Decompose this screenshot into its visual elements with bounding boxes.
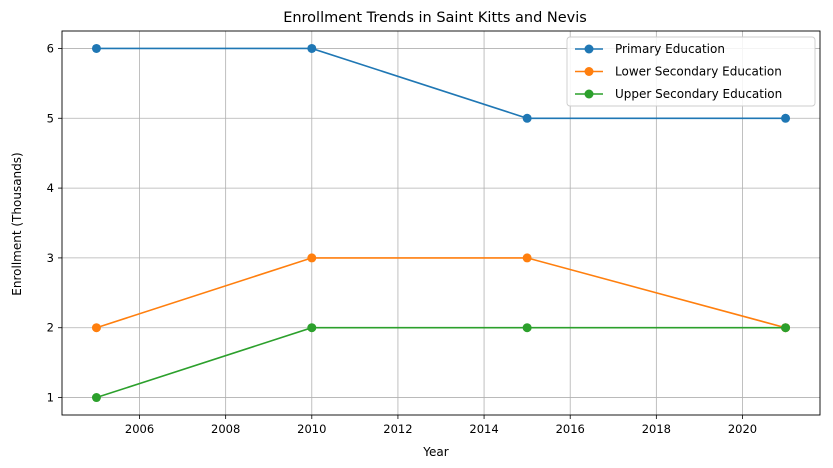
plot-frame (61, 30, 821, 416)
series-line-0 (96, 47, 786, 120)
data-point (307, 253, 317, 263)
legend: Primary Education Lower Secondary Educati… (566, 36, 816, 107)
x-tick-label: 2016 (556, 422, 585, 436)
legend-swatch-marker (584, 89, 594, 99)
x-tick-label: 2018 (642, 422, 671, 436)
series-line-2 (96, 326, 786, 399)
data-point (522, 113, 532, 123)
x-axis-label: Year (422, 445, 448, 459)
data-point (307, 323, 317, 333)
x-tick-label: 2010 (297, 422, 326, 436)
x-tick-label: 2020 (728, 422, 757, 436)
y-tick-label: 3 (47, 251, 54, 265)
x-tick-label: 2014 (469, 422, 498, 436)
y-axis-ticks: 1 2 3 4 5 6 (47, 41, 62, 405)
y-axis-label: Enrollment (Thousands) (10, 152, 24, 295)
data-point (781, 113, 791, 123)
x-tick-label: 2012 (383, 422, 412, 436)
chart-title: Enrollment Trends in Saint Kitts and Nev… (283, 10, 587, 26)
y-tick-label: 2 (47, 321, 54, 335)
x-axis-ticks: 2006 2008 2010 2012 2014 2016 2018 2020 (125, 415, 757, 436)
x-tick-label: 2008 (211, 422, 240, 436)
data-point (91, 323, 101, 333)
data-point (522, 323, 532, 333)
data-point (781, 323, 791, 333)
legend-label: Primary Education (615, 42, 725, 56)
legend-swatch-marker (584, 44, 594, 54)
legend-label: Lower Secondary Education (615, 65, 782, 79)
legend-box (566, 36, 816, 107)
y-tick-label: 1 (47, 391, 54, 405)
series-group (91, 43, 791, 403)
data-point (91, 393, 101, 403)
series-line-1 (96, 257, 786, 329)
y-tick-label: 5 (47, 111, 54, 125)
y-tick-label: 6 (47, 41, 54, 55)
data-point (522, 253, 532, 263)
legend-label: Upper Secondary Education (615, 87, 782, 101)
legend-swatch-marker (584, 67, 594, 76)
y-tick-label: 4 (47, 181, 54, 195)
data-point (91, 43, 101, 53)
x-tick-label: 2006 (125, 422, 154, 436)
data-point (307, 43, 317, 53)
